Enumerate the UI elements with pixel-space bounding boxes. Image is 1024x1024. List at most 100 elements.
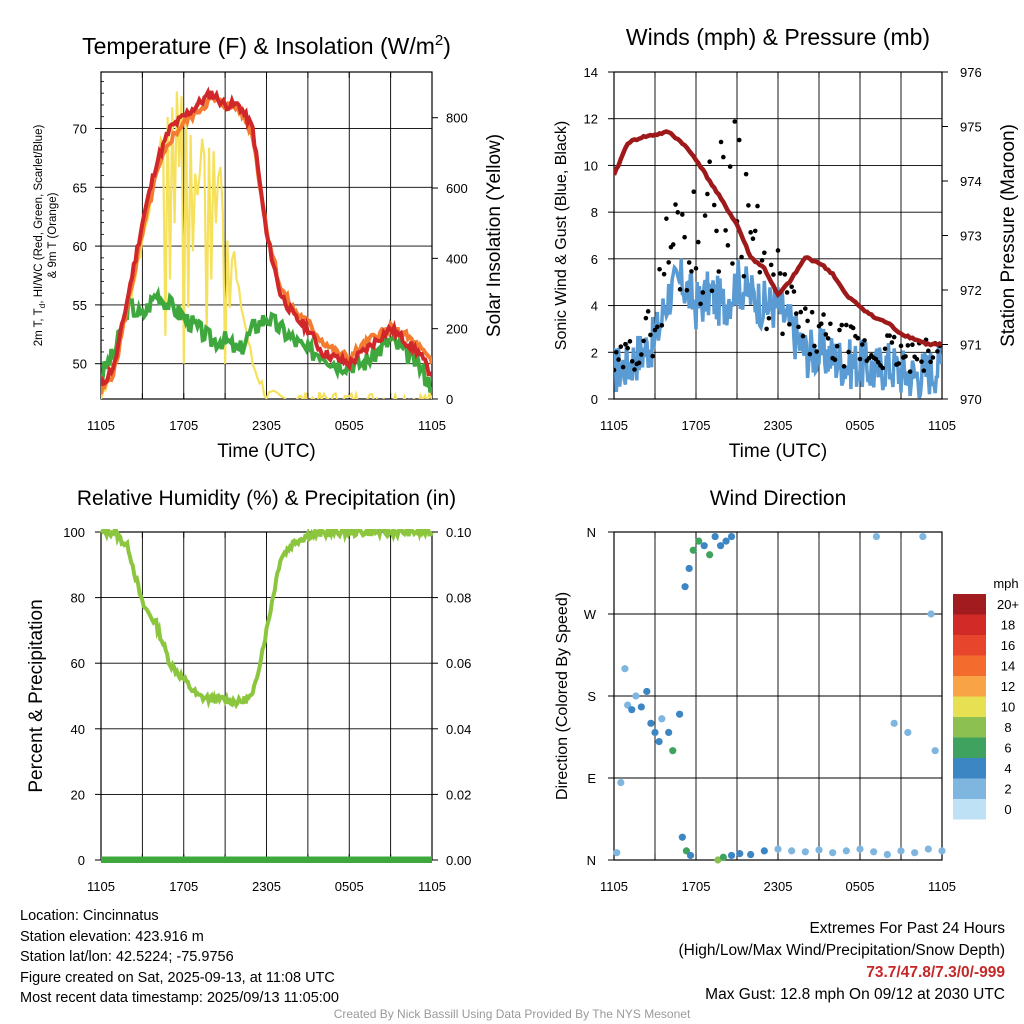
gust-point	[791, 289, 797, 294]
gust-point	[828, 321, 833, 327]
x-tick-label: 1105	[928, 879, 956, 894]
x-tick-label: 1105	[418, 879, 446, 894]
y-tick-label: W	[584, 607, 597, 622]
y-tick-label: S	[587, 689, 596, 704]
y-right-tick-label: 0.00	[446, 853, 471, 868]
legend-label: 16	[1001, 638, 1015, 653]
gust-point	[859, 342, 865, 347]
direction-point	[890, 719, 898, 727]
direction-point	[714, 856, 722, 864]
latlon-text: Station lat/lon: 42.5224; -75.9756	[20, 949, 234, 965]
gust-point	[654, 324, 660, 330]
x-tick-label: 1105	[418, 418, 446, 433]
y-tick-label: 70	[73, 121, 87, 136]
gust-point	[702, 213, 708, 218]
gust-point	[914, 356, 920, 362]
gust-point	[698, 301, 703, 307]
legend-label: 6	[1004, 741, 1011, 756]
gust-point	[748, 230, 753, 235]
gust-point	[850, 325, 856, 331]
gust-point	[721, 154, 726, 160]
gust-point	[657, 266, 662, 272]
legend-label: 2	[1004, 782, 1011, 797]
legend-label: 4	[1004, 761, 1011, 776]
gust-point	[691, 189, 697, 195]
gust-point	[684, 287, 690, 293]
elevation-text: Station elevation: 423.916 m	[20, 928, 204, 945]
gust-point	[673, 202, 678, 207]
direction-point	[658, 715, 666, 723]
rh-series	[99, 529, 434, 863]
y-tick-label: 80	[71, 591, 85, 606]
gust-point	[809, 309, 815, 315]
direction-point	[719, 853, 727, 861]
y-right-tick-label: 972	[960, 283, 982, 298]
legend-swatch	[953, 758, 986, 779]
created-text: Figure created on Sat, 2025-09-13, at 11…	[20, 969, 335, 986]
direction-point	[911, 849, 919, 857]
gust-point	[664, 216, 669, 221]
direction-point	[872, 532, 881, 541]
gust-point	[882, 346, 888, 352]
gust-point	[771, 272, 776, 277]
gust-point	[629, 358, 635, 364]
gust-point	[618, 344, 624, 349]
y-right-tick-label: 0.08	[446, 591, 471, 606]
gust-point	[844, 322, 849, 328]
gust-point	[627, 339, 633, 344]
direction-point	[829, 849, 837, 857]
gust-point	[841, 364, 847, 369]
direction-point	[706, 551, 714, 559]
gust-point	[709, 288, 715, 294]
gust-point	[661, 271, 667, 277]
gust-point	[675, 210, 681, 215]
x-tick-label: 1105	[87, 879, 115, 894]
gust-point	[739, 254, 744, 260]
gust-point	[686, 260, 692, 265]
direction-point	[617, 778, 625, 787]
gust-point	[926, 348, 931, 354]
gust-point	[834, 343, 840, 349]
gust-point	[775, 248, 781, 253]
gust-point	[652, 327, 658, 333]
gust-point	[807, 351, 813, 357]
direction-point	[856, 845, 864, 853]
gust-point	[855, 335, 861, 341]
x-tick-label: 0505	[335, 879, 364, 894]
gust-point	[777, 271, 783, 276]
gust-point	[730, 261, 735, 266]
gust-point	[705, 191, 710, 197]
y-tick-label: 14	[584, 65, 598, 80]
gust-point	[805, 318, 810, 324]
temp-series	[101, 86, 432, 399]
gust-point	[755, 203, 760, 209]
y-tick-label: 2	[591, 345, 598, 360]
gust-point	[875, 360, 881, 365]
gust-point	[641, 338, 646, 344]
gust-point	[620, 364, 626, 370]
y-tick-label: 60	[73, 239, 87, 254]
gust-point	[743, 171, 749, 177]
y-tick-label: E	[587, 771, 596, 786]
direction-point	[722, 537, 730, 545]
gust-point	[762, 250, 767, 256]
x-tick-label: 0505	[335, 418, 364, 433]
direction-point	[747, 850, 755, 859]
y-right-tick-label: 0.02	[446, 787, 471, 802]
gust-point	[873, 356, 879, 362]
direction-point	[717, 542, 725, 550]
gust-point	[741, 274, 747, 279]
extremes-values: 73.7/47.8/7.3/0/-999	[866, 964, 1005, 981]
gust-point	[880, 365, 886, 371]
gust-point	[736, 137, 742, 143]
direction-point	[897, 847, 905, 855]
y-right-tick-label: 0.04	[446, 722, 471, 737]
direction-point	[628, 706, 636, 714]
gust-point	[787, 322, 792, 327]
panel-rh: 1105 1705 2305 0505 1105 Relative Humidity (%…	[26, 487, 471, 894]
gust-point	[921, 368, 927, 373]
gust-point	[837, 327, 842, 333]
gust-point	[716, 269, 722, 274]
direction-point	[711, 532, 719, 541]
y-right-tick-label: 200	[446, 322, 468, 337]
